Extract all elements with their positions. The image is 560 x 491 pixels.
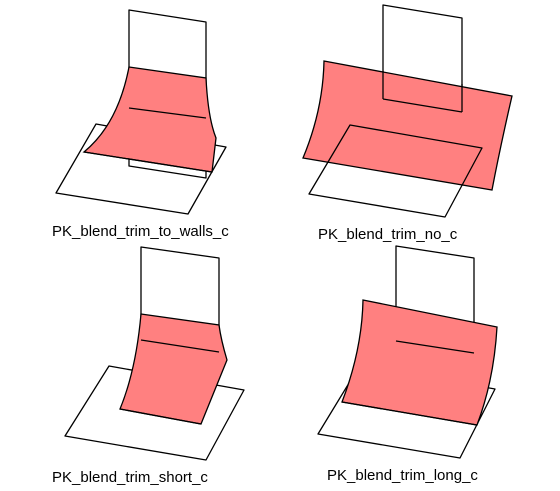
blend-surface xyxy=(119,313,228,425)
wall-blend-edge xyxy=(140,339,220,353)
figure-trim-long: PK_blend_trim_long_c xyxy=(317,245,498,484)
caption-trim-long: PK_blend_trim_long_c xyxy=(327,467,478,484)
caption-trim-no: PK_blend_trim_no_c xyxy=(318,226,458,243)
wall-blend-edge xyxy=(128,107,207,119)
caption-trim-to-walls: PK_blend_trim_to_walls_c xyxy=(52,223,229,240)
blend-surface xyxy=(82,66,217,173)
wall-blend-edge xyxy=(395,340,475,354)
figure-trim-short: PK_blend_trim_short_c xyxy=(52,246,245,486)
wall-bottom-edge xyxy=(382,98,463,113)
blend-surface xyxy=(302,60,513,191)
floor-blend-edge xyxy=(83,151,213,173)
figure-trim-no: PK_blend_trim_no_c xyxy=(302,4,513,243)
floor-blend-edge xyxy=(119,408,202,425)
caption-trim-short: PK_blend_trim_short_c xyxy=(52,469,208,486)
floor-plane xyxy=(308,124,483,218)
figure-trim-to-walls: PK_blend_trim_to_walls_c xyxy=(52,9,229,240)
floor-blend-edge xyxy=(341,401,478,426)
